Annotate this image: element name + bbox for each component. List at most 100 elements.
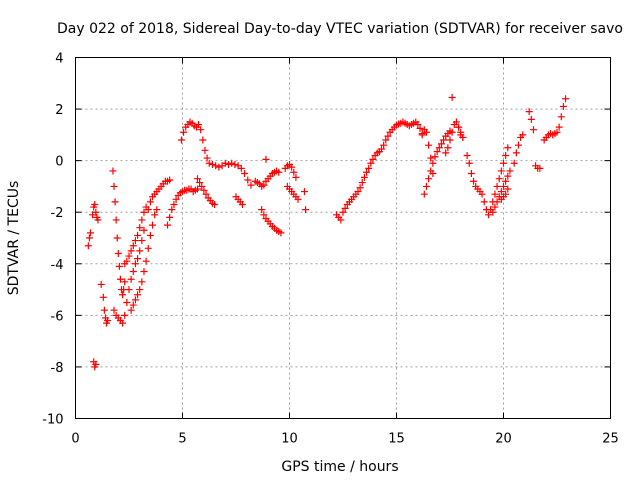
y-tick-label: -6 [51,309,64,324]
data-point [247,181,255,189]
data-point [414,121,422,129]
data-point [193,175,201,183]
series-arc-15 [262,155,270,163]
data-point [459,133,467,141]
data-point [559,102,567,110]
data-point [382,136,390,144]
data-point [136,247,144,255]
data-point [225,161,233,169]
data-point [354,188,362,196]
data-point [211,200,219,208]
data-point [384,132,392,140]
data-point [491,190,499,198]
data-point [208,161,216,169]
data-point [140,268,148,276]
data-point [512,149,520,157]
data-point [114,249,122,257]
data-point [111,198,119,206]
series-arc-27 [463,144,512,219]
data-point [365,164,373,172]
data-point [138,237,146,245]
data-point [416,124,424,132]
data-point [262,155,270,163]
data-point [123,298,131,306]
data-point [356,184,364,192]
series-arc-10 [164,185,201,229]
data-point [363,168,371,176]
data-point [116,275,124,283]
data-point [527,115,535,123]
data-point [440,136,448,144]
data-point [519,131,527,139]
data-point [170,200,178,208]
data-point [199,136,207,144]
data-point [300,188,308,196]
series-arc-12 [193,175,219,208]
data-point [529,126,537,134]
data-point [94,216,102,224]
data-point [99,293,107,301]
data-point [525,108,533,116]
data-point [302,206,310,214]
series-arc-28 [489,167,514,216]
y-tick-label: 4 [55,52,63,67]
series-arc-21 [382,118,426,144]
data-point [478,190,486,198]
data-point [203,154,211,162]
series-arc-32 [532,162,544,172]
x-tick-label: 25 [602,432,619,447]
data-point [136,224,144,232]
data-point [504,185,512,193]
data-point [292,173,300,181]
series-arc-09 [144,176,174,214]
data-point [504,172,512,180]
data-point [504,144,512,152]
data-point [125,252,133,260]
data-point [553,128,561,136]
data-point [196,179,204,187]
data-point [112,216,120,224]
series-arc-02 [89,200,102,224]
axis-ticks: -10 -8 -6 -4 -2 0 2 4 0 5 10 15 20 25 [42,52,619,447]
data-point [197,126,205,134]
data-point [425,175,433,183]
data-point [119,319,127,327]
data-point [260,181,268,189]
series-arc-17 [281,161,300,181]
data-points [84,93,570,371]
data-point [510,159,518,167]
data-point [86,229,94,237]
data-point [467,170,475,178]
data-point [465,159,473,167]
data-point [378,145,386,153]
data-point [448,93,456,101]
data-point [201,146,209,154]
x-axis-label: GPS time / hours [281,459,398,475]
data-point [127,306,135,314]
data-point [195,121,203,129]
x-tick-label: 20 [495,432,512,447]
data-point [144,244,152,252]
data-point [104,317,112,325]
data-point [221,159,229,167]
y-tick-label: 0 [55,155,63,170]
data-point [129,242,137,250]
grid-lines [75,57,611,419]
data-point [367,159,375,167]
data-point [452,118,460,126]
series-arc-04 [97,280,112,327]
data-point [166,176,174,184]
series-arc-25 [448,93,456,101]
plot-frame [75,57,611,419]
y-tick-label: 2 [55,103,63,118]
data-point [149,221,157,229]
data-point [369,155,377,163]
data-point [555,123,563,131]
data-point [360,173,368,181]
data-point [480,198,488,206]
y-tick-label: -10 [42,413,63,428]
data-point [431,153,439,161]
data-point [455,123,463,131]
data-point [502,151,510,159]
